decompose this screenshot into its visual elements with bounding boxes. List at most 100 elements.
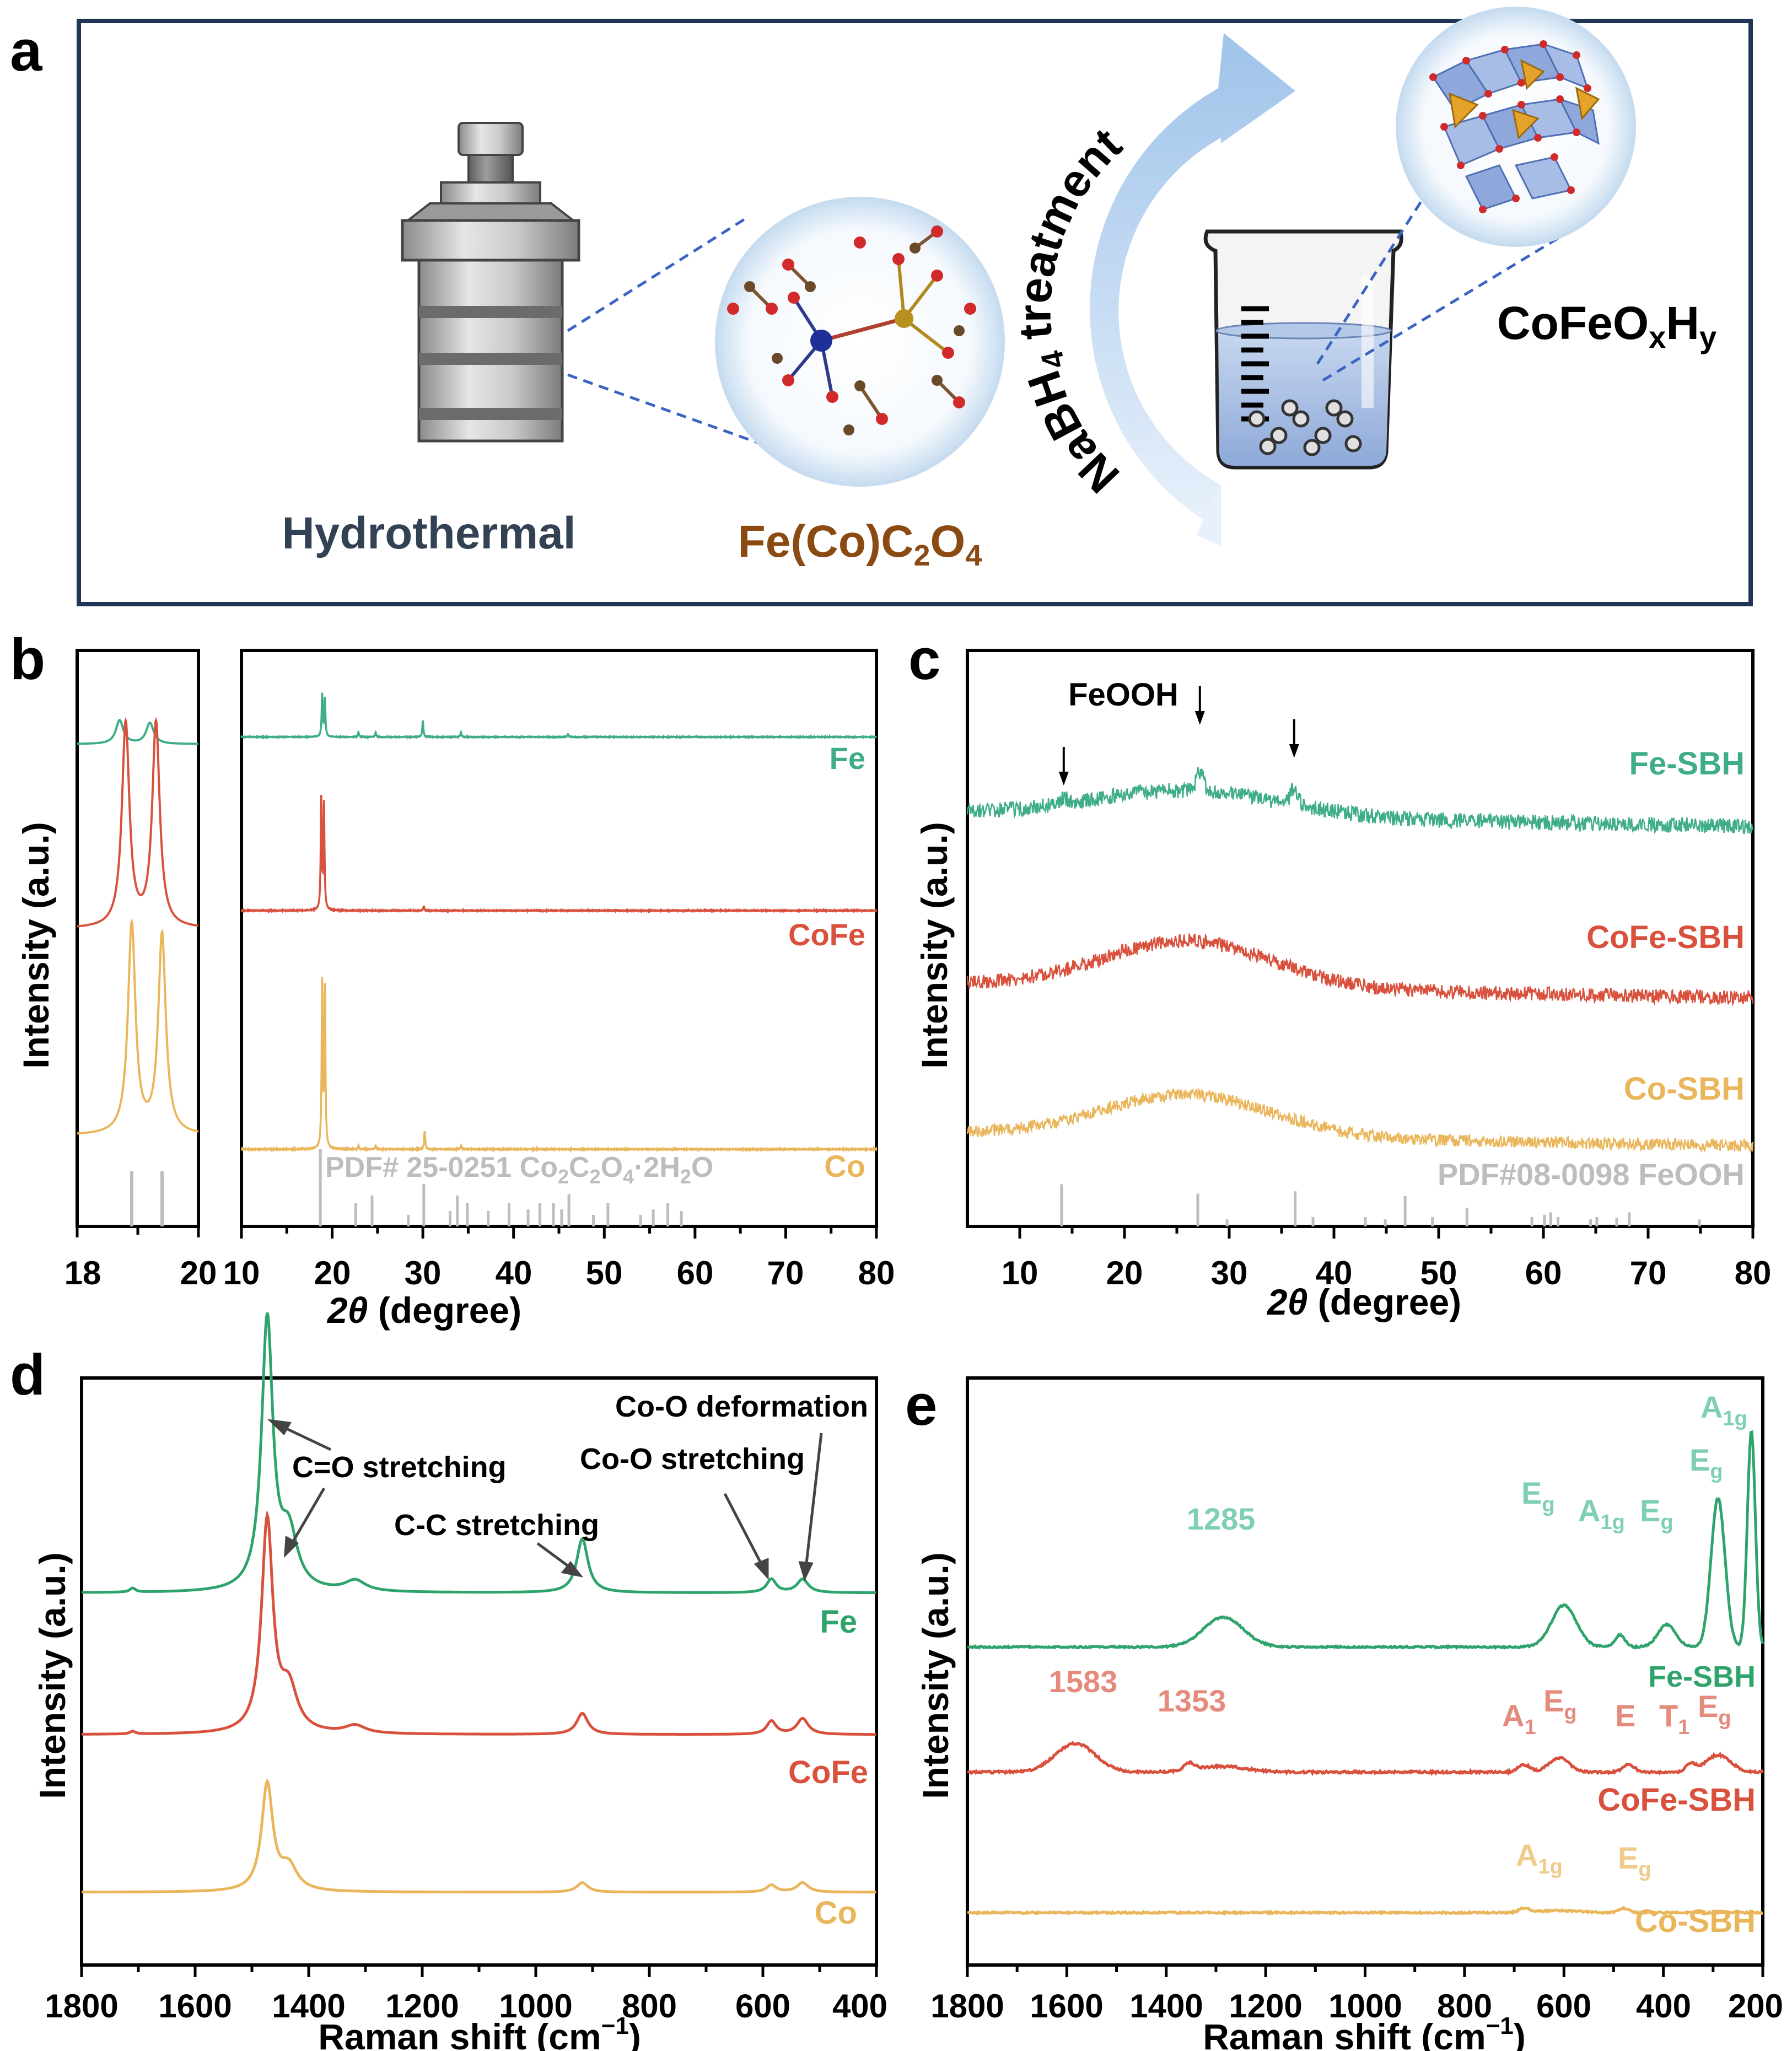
e-fe-eg-3-sub: g bbox=[1710, 1460, 1723, 1483]
e-fe-a1g-1: A1g bbox=[1578, 1493, 1625, 1534]
beaker-icon bbox=[1203, 229, 1403, 470]
panel-c-xlabel-unit: (degree) bbox=[1307, 1282, 1461, 1322]
panel-c-letter: c bbox=[908, 627, 940, 692]
panel-b-ylabel: Intensity (a.u.) bbox=[15, 822, 56, 1068]
panel-b-xlabel: 2θ (degree) bbox=[326, 1290, 521, 1331]
e-cofe-a1: A1 bbox=[1502, 1698, 1536, 1739]
e-co-mode-labels: A1g Eg bbox=[1516, 1838, 1651, 1881]
b-ref-s3: 4 bbox=[623, 1165, 634, 1188]
c-tick-50: 50 bbox=[1420, 1255, 1457, 1291]
b-ref-label: PDF# 25-0251 Co2C2O4·2H2O bbox=[325, 1151, 713, 1188]
b-tick-80: 80 bbox=[858, 1255, 895, 1291]
b-tick-50: 50 bbox=[586, 1255, 623, 1291]
d-tick-1000: 1000 bbox=[499, 1988, 572, 2025]
e-fe-a1g-2-sub: 1g bbox=[1723, 1407, 1747, 1430]
b-tick-40: 40 bbox=[496, 1255, 532, 1291]
b-ref-s2: 2 bbox=[590, 1165, 601, 1188]
e-line-cofe-sbh bbox=[966, 1741, 1764, 1777]
c-feooh-arrow-head-0 bbox=[1058, 772, 1069, 785]
b-inset-line-fe bbox=[77, 719, 198, 745]
panel-e-xlabel: Raman shift (cm−1) bbox=[1203, 2012, 1526, 2051]
e-line-co-sbh bbox=[967, 1905, 1763, 1916]
d-tick-600: 600 bbox=[735, 1988, 790, 2025]
c-label-cofe: CoFe-SBH bbox=[1586, 919, 1745, 955]
panel-d-ylabel: Intensity (a.u.) bbox=[32, 1552, 73, 1799]
panel-c-xlabel: 2θ (degree) bbox=[1266, 1282, 1461, 1322]
c-line-fe-sbh bbox=[966, 767, 1754, 835]
e-tick-1800: 1800 bbox=[930, 1988, 1004, 2025]
e-fe-eg-3-main: E bbox=[1689, 1442, 1710, 1477]
c-tick-20: 20 bbox=[1106, 1255, 1143, 1291]
panel-c-frame bbox=[966, 649, 1755, 1228]
d-tick-1600: 1600 bbox=[158, 1988, 232, 2025]
panel-e-ticks: 1800 1600 1400 1200 1000 800 600 400 200 bbox=[930, 1988, 1783, 2025]
panel-d-xlabel-pre: Raman shift (cm bbox=[318, 2016, 601, 2051]
e-cofe-eg-1-main: E bbox=[1543, 1683, 1564, 1718]
b-ref-s4: 2 bbox=[680, 1165, 691, 1188]
panel-d-xlabel-sup: −1 bbox=[601, 2012, 629, 2039]
d-arrow-costr-head bbox=[754, 1558, 769, 1580]
e-fe-eg-2: Eg bbox=[1640, 1493, 1673, 1534]
d-label-co: Co bbox=[815, 1895, 857, 1931]
b-tick-10: 10 bbox=[223, 1255, 260, 1291]
product-label-main: CoFeO bbox=[1497, 297, 1649, 349]
e-cofe-eg-2-sub: g bbox=[1718, 1707, 1731, 1730]
e-label-co: Co-SBH bbox=[1635, 1903, 1756, 1939]
product-label-sub2: y bbox=[1699, 320, 1716, 354]
e-cofe-eg-2: Eg bbox=[1698, 1689, 1731, 1730]
panel-b-xlabel-var: 2θ bbox=[326, 1290, 368, 1331]
d-arrow-co-2-head bbox=[284, 1535, 299, 1558]
b-ref-pre: PDF# 25-0251 Co bbox=[325, 1151, 558, 1183]
d-arrow-cc-head bbox=[561, 1560, 584, 1578]
e-co-eg-main: E bbox=[1618, 1840, 1638, 1875]
panel-e-xlabel-sup: −1 bbox=[1486, 2012, 1514, 2039]
b-ref-s1: 2 bbox=[558, 1165, 569, 1188]
product-label-sub1: x bbox=[1649, 320, 1666, 354]
e-tick-1200: 1200 bbox=[1229, 1988, 1302, 2025]
e-cofe-mode-labels: 1583 1353 A1 Eg E T1 Eg bbox=[1049, 1664, 1731, 1739]
e-fe-a1g-2: A1g bbox=[1700, 1390, 1747, 1430]
d-line-fe bbox=[82, 1312, 876, 1595]
e-cofe-1583: 1583 bbox=[1049, 1664, 1118, 1699]
panel-d-xlabel-post: ) bbox=[629, 2016, 641, 2051]
e-fe-1285: 1285 bbox=[1187, 1501, 1256, 1536]
panel-d-series bbox=[80, 1312, 878, 1977]
d-line-co bbox=[82, 1778, 876, 1894]
e-line-fe-sbh bbox=[967, 1430, 1764, 1650]
panel-c-ylabel: Intensity (a.u.) bbox=[914, 822, 955, 1068]
e-cofe-a1-main: A bbox=[1502, 1698, 1524, 1733]
panel-a-letter: a bbox=[10, 19, 43, 83]
product-label-mid: H bbox=[1666, 297, 1699, 349]
panel-b-inset-series bbox=[76, 717, 200, 1237]
e-co-eg-sub: g bbox=[1638, 1858, 1651, 1881]
treatment-arrow bbox=[1090, 33, 1295, 529]
b-tick-20: 20 bbox=[314, 1255, 351, 1291]
d-label-fe: Fe bbox=[820, 1604, 857, 1640]
zoom-line-product-2 bbox=[1322, 219, 1589, 382]
e-tick-1600: 1600 bbox=[1030, 1988, 1103, 2025]
zoom-line-top bbox=[567, 216, 748, 332]
c-line-co-sbh bbox=[966, 1087, 1754, 1154]
e-fe-eg-1: Eg bbox=[1521, 1476, 1555, 1516]
d-tick-800: 800 bbox=[622, 1988, 677, 2025]
e-cofe-a1-sub: 1 bbox=[1524, 1716, 1536, 1739]
panel-a-frame bbox=[77, 19, 1753, 606]
d-ann-co-stretch: C=O stretching bbox=[292, 1451, 507, 1484]
d-arrow-co-2 bbox=[288, 1487, 326, 1549]
e-tick-1400: 1400 bbox=[1129, 1988, 1203, 2025]
e-fe-mode-labels: 1285 Eg A1g Eg Eg A1g bbox=[1187, 1390, 1747, 1536]
b-ref-m2: O bbox=[601, 1151, 623, 1183]
d-tick-1800: 1800 bbox=[45, 1988, 118, 2025]
panel-e: e Intensity (a.u.) 1800 1600 1400 1200 1… bbox=[905, 1373, 1783, 2051]
e-cofe-eg-1: Eg bbox=[1543, 1683, 1577, 1724]
e-fe-eg-2-sub: g bbox=[1660, 1511, 1673, 1534]
panel-d-xlabel: Raman shift (cm−1) bbox=[318, 2012, 641, 2051]
b-main-line-fe bbox=[240, 692, 877, 740]
product-structure-icon bbox=[1429, 40, 1600, 213]
panel-b-main-series bbox=[240, 692, 878, 1239]
panel-c-xlabel-var: 2θ bbox=[1266, 1282, 1308, 1322]
panel-d: d Intensity (a.u.) 1800 1600 1400 1200 1… bbox=[10, 1312, 887, 2051]
autoclave-icon bbox=[401, 122, 580, 443]
d-tick-1400: 1400 bbox=[272, 1988, 345, 2025]
